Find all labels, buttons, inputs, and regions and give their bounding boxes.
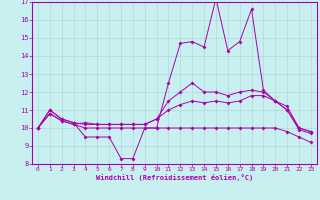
X-axis label: Windchill (Refroidissement éolien,°C): Windchill (Refroidissement éolien,°C) (96, 174, 253, 181)
